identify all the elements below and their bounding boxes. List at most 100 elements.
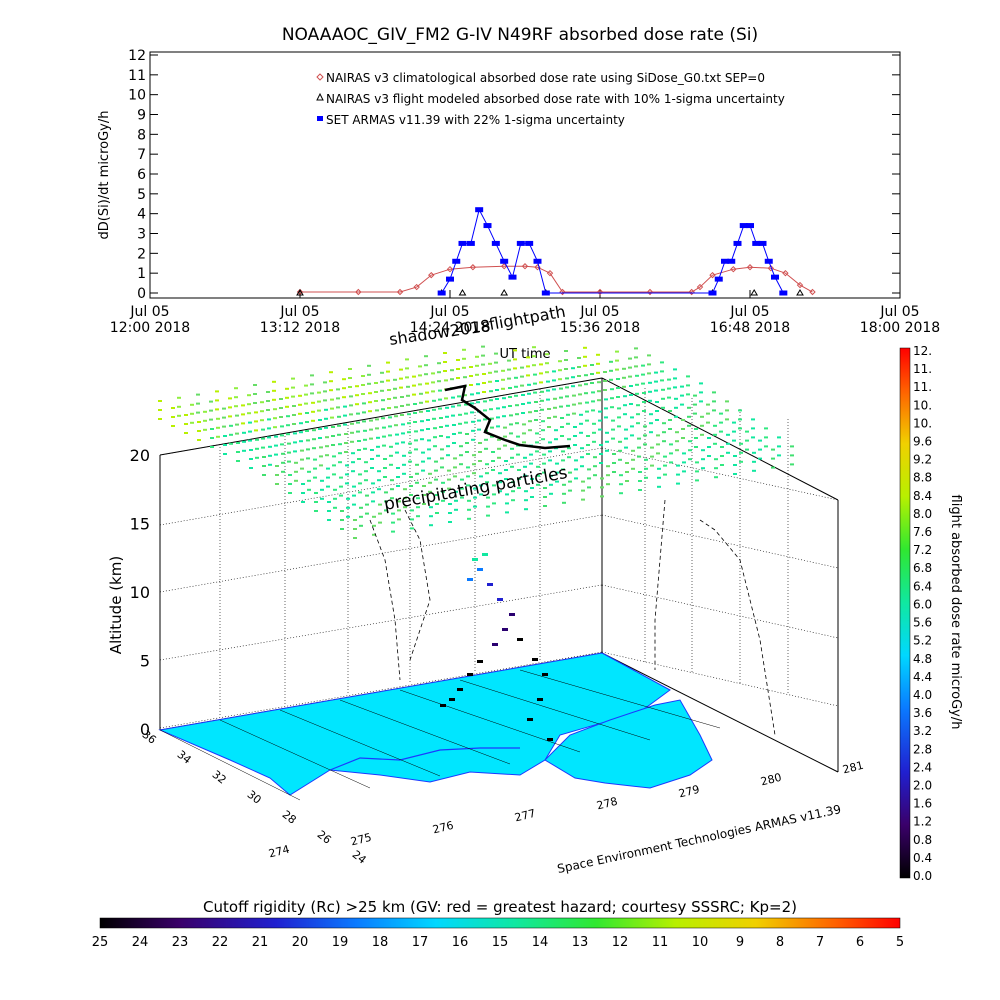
flightpath-point (467, 578, 473, 581)
particle-mark (331, 444, 335, 446)
particle-mark (329, 371, 333, 374)
particle-mark (299, 431, 303, 434)
particle-mark (330, 398, 334, 401)
particle-mark (380, 380, 384, 383)
particle-mark (371, 482, 375, 485)
particle-mark (399, 368, 403, 371)
rigidity-colorbar-tick: 5 (896, 935, 904, 950)
particle-mark (585, 410, 589, 413)
particle-mark (395, 433, 399, 436)
particle-mark (654, 380, 658, 383)
particle-mark (352, 485, 356, 488)
particle-mark (567, 438, 571, 441)
particle-mark (310, 374, 314, 377)
particle-mark (586, 435, 590, 437)
particle-mark (429, 524, 433, 527)
particle-mark (307, 470, 311, 473)
particle-mark (370, 458, 374, 460)
particle-mark (471, 438, 475, 441)
particle-mark (622, 376, 626, 379)
particle-mark (526, 365, 530, 368)
particle-mark (583, 346, 587, 349)
longitude-tick-label: 279 (677, 783, 701, 801)
floor-grid-line (159, 729, 301, 801)
particle-mark (496, 425, 500, 428)
particle-mark (630, 425, 634, 428)
particle-mark (409, 494, 413, 496)
particle-mark (464, 412, 468, 415)
particle-mark (520, 384, 524, 387)
particle-mark (287, 442, 291, 445)
particle-mark (279, 398, 283, 400)
top-chart: dD(Si)/dt microGy/h UT time 012345678910… (97, 48, 940, 362)
particle-mark (235, 432, 239, 435)
dose-colorbar-tick: 0.8 (913, 833, 932, 847)
floor-grid-line (459, 679, 651, 741)
rigidity-colorbar: Cutoff rigidity (Rc) >25 km (GV: red = g… (92, 898, 904, 950)
chart-title: NOAAAOC_GIV_FM2 G-IV N49RF absorbed dose… (282, 25, 758, 45)
particle-mark (318, 437, 322, 439)
particle-mark (745, 439, 749, 442)
top-ytick-label: 12 (128, 48, 146, 64)
particle-mark (466, 484, 470, 487)
particle-mark (714, 476, 718, 479)
particle-mark (603, 371, 607, 373)
armas-point (771, 274, 779, 280)
latitude-tick-label: 30 (245, 788, 264, 807)
particle-mark (446, 436, 450, 439)
particle-mark (502, 406, 506, 409)
particle-mark (596, 353, 600, 356)
particle-mark (365, 494, 369, 497)
particle-mark (255, 447, 259, 450)
particle-mark (655, 410, 659, 412)
particle-mark (642, 392, 646, 394)
rigidity-colorbar-tick: 18 (372, 935, 389, 950)
particle-mark (669, 461, 673, 464)
particle-mark (402, 454, 406, 457)
rigidity-colorbar-tick: 9 (736, 935, 744, 950)
legend-marker-diamond (316, 73, 324, 81)
particle-mark (279, 407, 283, 409)
armas-point (466, 240, 475, 246)
particle-mark (552, 379, 556, 382)
particle-mark (361, 375, 365, 377)
particle-mark (739, 442, 743, 445)
particle-mark (488, 362, 492, 365)
particle-mark (362, 402, 366, 405)
particle-mark (539, 372, 543, 375)
particle-mark (363, 447, 367, 450)
particle-mark (390, 488, 394, 491)
particle-mark (268, 463, 272, 466)
particle-mark (331, 435, 335, 437)
particle-mark (764, 427, 768, 430)
particle-mark (660, 361, 664, 364)
flightpath-points (440, 553, 553, 741)
particle-mark (412, 375, 416, 378)
particle-mark (215, 408, 219, 411)
rigidity-colorbar-tick: 23 (172, 935, 189, 950)
particle-mark (323, 399, 327, 402)
nairas-clim-point (546, 269, 554, 277)
particle-mark (387, 407, 391, 409)
particle-mark (470, 411, 474, 414)
particle-mark (298, 403, 302, 406)
particle-mark (641, 364, 645, 367)
dose-colorbar-tick: 2.0 (913, 778, 932, 792)
particle-mark (587, 468, 591, 471)
particle-mark (738, 409, 742, 412)
particle-mark (612, 462, 616, 464)
particle-mark (261, 437, 265, 440)
particle-mark (440, 457, 444, 460)
particle-mark (344, 442, 348, 444)
particle-mark (511, 490, 515, 493)
particle-mark (333, 488, 337, 491)
particle-mark (340, 519, 344, 521)
flightpath-point (440, 704, 446, 707)
particle-mark (429, 515, 433, 518)
particle-mark (482, 391, 486, 393)
particle-mark (390, 479, 394, 482)
particle-mark (384, 491, 388, 494)
top-ytick-label: 4 (137, 207, 146, 223)
particle-mark (574, 468, 578, 471)
particle-mark (438, 389, 442, 392)
